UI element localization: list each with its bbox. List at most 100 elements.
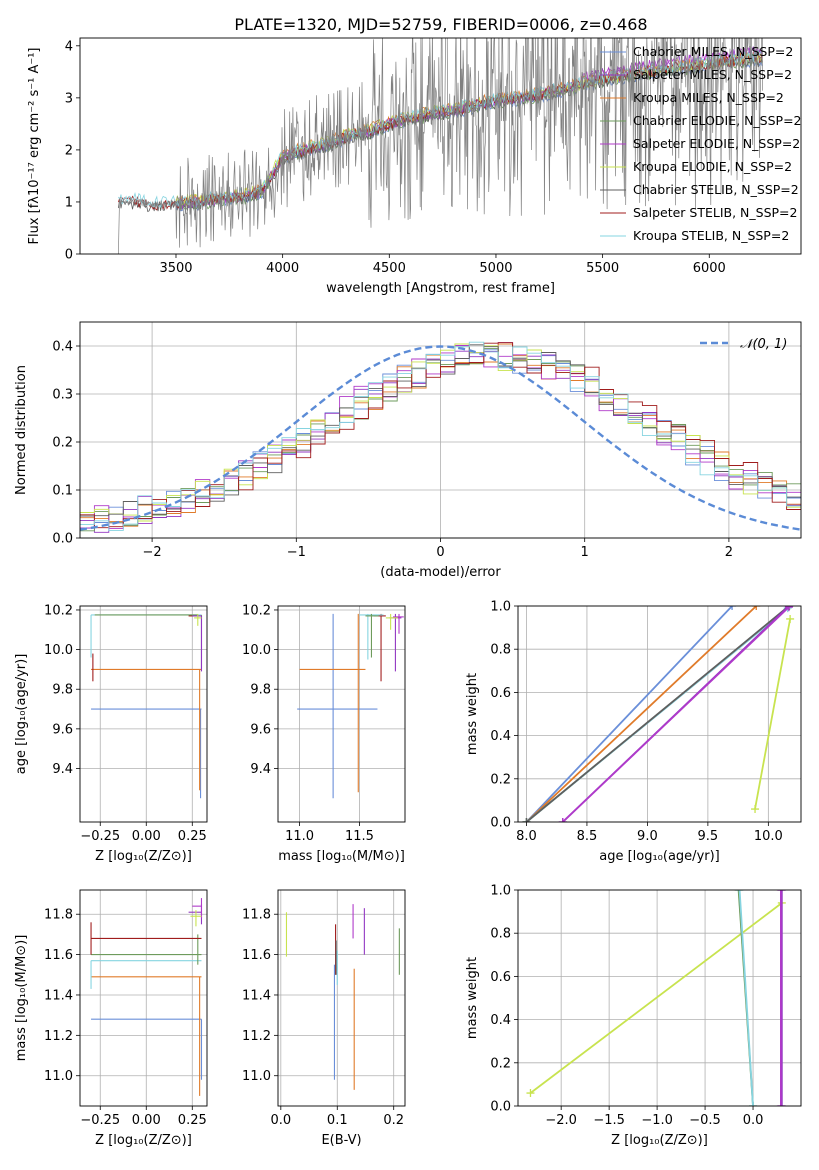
y-tick-label: 2 [65, 143, 73, 158]
legend-entry: Salpeter ELODIE, N_SSP=2 [633, 136, 800, 151]
y-tick-label: 9.4 [250, 762, 271, 777]
axes-frame [79, 321, 802, 539]
y-tick-label: 10.2 [44, 603, 73, 618]
legend-entry: 𝒩(0, 1) [740, 337, 787, 352]
axes-frame [79, 37, 802, 255]
y-tick-label: 11.8 [44, 908, 73, 923]
plot-area [80, 341, 801, 533]
mass-weight-marker [734, 890, 743, 894]
mass-weight-marker [749, 1102, 758, 1106]
y-tick-label: 9.8 [250, 683, 271, 698]
x-axis-label: (data-model)/error [380, 565, 501, 580]
y-tick-label: 10.2 [242, 603, 271, 618]
axes-frame [79, 889, 208, 1107]
legend-entry: Kroupa MILES, N_SSP=2 [633, 90, 784, 105]
y-tick-label: 11.0 [44, 1069, 73, 1084]
x-tick-label: 0.00 [132, 1113, 161, 1128]
plot-area [90, 898, 203, 1096]
x-tick-label: 0 [436, 545, 444, 560]
panel-age-vs-Z: −0.25 0.00 0.25 9.4 9.6 9.8 10.0 10.2 Z [log₁₀(Z… [14, 603, 208, 864]
mass-weight-marker [728, 606, 737, 610]
y-tick-label: 0.4 [52, 340, 73, 355]
y-tick-label: 11.2 [242, 1029, 271, 1044]
mass-weight-marker [777, 890, 786, 894]
x-tick-label: 9.5 [698, 829, 719, 844]
panel-spectrum: 3500 4000 4500 5000 5500 6000 0 1 2 3 4 Chabrier MI… [27, 37, 802, 296]
y-tick-label: 1.0 [490, 884, 511, 899]
mass-weight-line [525, 606, 733, 822]
histogram-step [80, 341, 801, 531]
x-tick-label: −1 [287, 545, 306, 560]
y-tick-label: 0 [65, 248, 73, 263]
x-tick-label: −2.0 [545, 1113, 577, 1128]
x-axis-label: wavelength [Angstrom, rest frame] [326, 281, 555, 296]
x-tick-label: 6000 [693, 261, 726, 276]
y-tick-label: 0.2 [490, 1056, 511, 1071]
y-tick-label: 3 [65, 91, 73, 106]
figure-title: PLATE=1320, MJD=52759, FIBERID=0006, z=0… [234, 15, 647, 34]
legend-entry: Kroupa STELIB, N_SSP=2 [633, 228, 789, 243]
axes-frame [277, 889, 406, 1107]
y-tick-label: 0.6 [490, 686, 511, 701]
y-tick-label: 0.0 [490, 816, 511, 831]
mass-weight-marker [784, 606, 793, 612]
x-axis-label: Z [log₁₀(Z/Z⊙)] [95, 1133, 192, 1148]
x-tick-label: 0.1 [327, 1113, 348, 1128]
data-spectrum-line [118, 38, 763, 254]
y-tick-label: 0.0 [490, 1100, 511, 1115]
plot-area [118, 38, 763, 254]
mass-weight-marker [558, 818, 567, 822]
x-tick-label: 3500 [159, 261, 192, 276]
y-axis-label: mass weight [465, 957, 480, 1039]
y-axis-label: mass weight [465, 673, 480, 755]
y-tick-label: 0.8 [490, 643, 511, 658]
x-tick-label: 0.25 [178, 1113, 207, 1128]
mass-weight-line [754, 618, 791, 810]
y-tick-label: 11.2 [44, 1029, 73, 1044]
plot-area [285, 904, 400, 1090]
panel-age-vs-mass: 11.0 11.5 9.4 9.6 9.8 10.0 10.2 mass [log₁₀(M/M… [242, 603, 406, 864]
mass-weight-line [529, 902, 783, 1094]
plot-area [297, 613, 404, 799]
x-tick-label: 0.0 [743, 1113, 764, 1128]
x-axis-label: Z [log₁₀(Z/Z⊙)] [611, 1133, 708, 1148]
axes-frame [517, 605, 802, 823]
y-tick-label: 0.1 [52, 484, 73, 499]
x-tick-label: 0.00 [132, 829, 161, 844]
mass-weight-marker [776, 1102, 785, 1106]
y-tick-label: 11.6 [242, 948, 271, 963]
x-tick-label: −0.25 [80, 829, 120, 844]
y-tick-label: 11.4 [242, 988, 271, 1003]
y-axis-label: Normed distribution [14, 365, 29, 495]
mass-weight-marker [735, 890, 744, 894]
normal-curve [80, 345, 801, 531]
plot-area [90, 613, 203, 799]
y-tick-label: 4 [65, 39, 73, 54]
x-tick-label: 0.2 [383, 1113, 404, 1128]
y-tick-label: 1 [65, 195, 73, 210]
mass-weight-marker [786, 614, 795, 623]
x-tick-label: −1.5 [593, 1113, 625, 1128]
legend-entry: Salpeter STELIB, N_SSP=2 [633, 205, 797, 220]
panel-residual-hist: −2 −1 0 1 2 0.0 0.1 0.2 0.3 0.4 𝒩(0, 1) (data-model… [14, 321, 802, 580]
x-tick-label: 1 [581, 545, 589, 560]
y-tick-label: 10.0 [242, 643, 271, 658]
y-tick-label: 0.2 [52, 436, 73, 451]
histogram-step [80, 342, 801, 529]
plot-area [526, 890, 786, 1106]
y-tick-label: 0.0 [52, 532, 73, 547]
y-tick-label: 9.8 [52, 683, 73, 698]
panel-massweight-vs-Z: −2.0 −1.5 −1.0 −0.5 0.0 0.0 0.2 0.4 0.6 0.8 1.0 Z [… [465, 884, 802, 1148]
x-tick-label: 2 [725, 545, 733, 560]
x-tick-label: 5500 [586, 261, 619, 276]
mass-weight-marker [776, 890, 785, 894]
y-axis-label: mass [log₁₀(M/M⊙)] [14, 935, 29, 1062]
mass-weight-line [562, 606, 790, 822]
axes-frame [277, 605, 406, 823]
y-tick-label: 11.6 [44, 948, 73, 963]
x-tick-label: 4500 [373, 261, 406, 276]
y-tick-label: 11.0 [242, 1069, 271, 1084]
x-axis-label: E(B-V) [321, 1133, 361, 1148]
mass-weight-marker [752, 606, 761, 610]
